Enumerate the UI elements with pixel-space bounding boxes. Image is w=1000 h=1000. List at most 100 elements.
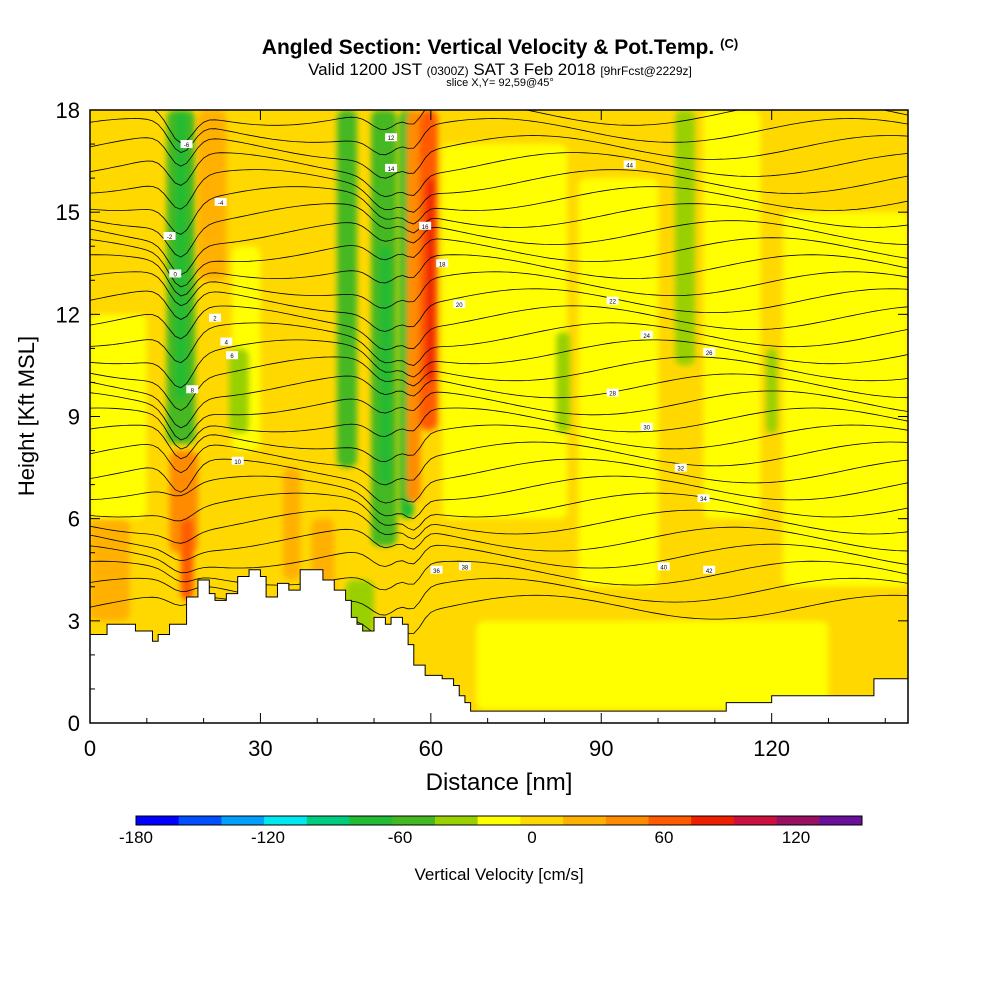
colorbar-tick-label: 120 xyxy=(782,828,810,847)
colorbar-swatch xyxy=(349,816,393,825)
isotherm-line xyxy=(90,475,908,520)
slice-label: slice X,Y= 92,59@45° xyxy=(446,77,554,89)
isotherm-label-bg xyxy=(385,163,398,172)
isotherm-line xyxy=(90,271,908,309)
colorbar-label: Vertical Velocity [cm/s] xyxy=(414,865,583,884)
isotherm-label-bg xyxy=(163,232,176,241)
chart-subtitle: Valid 1200 JST (0300Z) SAT 3 Feb 2018 [9… xyxy=(0,60,1000,80)
y-tick-label: 0 xyxy=(68,711,80,736)
isotherm-label: 2 xyxy=(213,317,217,323)
isotherm-label: -2 xyxy=(167,235,173,241)
colorbar-swatch xyxy=(434,816,479,825)
colorbar: -180 -120 -60 0 60 120 xyxy=(119,815,863,847)
isotherm-label: 22 xyxy=(609,300,616,306)
isotherm-line xyxy=(90,424,908,463)
isotherm-label: 40 xyxy=(660,565,667,571)
velocity-feature xyxy=(337,110,357,468)
colorbar-tick-label: 0 xyxy=(527,828,536,847)
y-axis-label: Height [Kft MSL] xyxy=(14,336,39,496)
isotherm-label-bg xyxy=(208,313,221,322)
colorbar-swatch xyxy=(392,816,436,825)
isotherm-line xyxy=(90,169,908,213)
isotherm-line xyxy=(90,458,908,504)
isotherm-label-bg xyxy=(640,330,653,339)
velocity-feature xyxy=(555,331,571,434)
colorbar-tick-label: -180 xyxy=(119,828,153,847)
isotherm-line xyxy=(90,526,908,562)
chart-title-text: Angled Section: Vertical Velocity & Pot.… xyxy=(261,36,715,59)
isotherm-label: 14 xyxy=(388,167,395,173)
isotherm-line xyxy=(90,373,908,429)
colorbar-swatch xyxy=(178,816,222,825)
isotherm-line xyxy=(90,237,908,288)
y-tick-label: 6 xyxy=(68,507,80,532)
x-tick-label: 0 xyxy=(84,736,96,761)
x-tick-label: 60 xyxy=(419,736,443,761)
isotherm-label-bg xyxy=(226,351,239,360)
y-tick-label: 12 xyxy=(56,302,80,327)
colorbar-swatch xyxy=(563,816,607,825)
y-tick-label: 3 xyxy=(68,609,80,634)
potential-temperature-contours: -6-4-20246810121416182022242628303234363… xyxy=(90,110,908,639)
velocity-feature xyxy=(476,620,829,710)
velocity-feature xyxy=(379,246,392,485)
isotherm-label-bg xyxy=(606,388,619,397)
isotherm-label: 44 xyxy=(626,163,633,169)
colorbar-swatch xyxy=(520,816,564,825)
y-tick-label: 9 xyxy=(68,405,80,430)
x-axis: 0 30 60 90 120 xyxy=(84,110,886,761)
colorbar-swatch xyxy=(136,816,180,825)
isotherm-line xyxy=(90,390,908,441)
x-tick-label: 90 xyxy=(589,736,613,761)
velocity-feature xyxy=(578,178,659,587)
velocity-feature xyxy=(283,467,301,580)
isotherm-label: 8 xyxy=(191,388,195,394)
isotherm-label: 4 xyxy=(225,341,229,347)
velocity-feature xyxy=(703,110,761,519)
colorbar-swatch xyxy=(605,816,649,825)
isotherm-label: 16 xyxy=(422,225,429,231)
x-axis-label: Distance [nm] xyxy=(426,769,573,796)
colorbar-tick-label: -60 xyxy=(388,828,413,847)
isotherm-label: 10 xyxy=(234,460,241,466)
isotherm-line xyxy=(90,135,908,179)
colorbar-swatch xyxy=(733,816,778,825)
isotherm-line xyxy=(90,220,908,276)
isotherm-label-bg xyxy=(419,221,432,230)
isotherm-line xyxy=(90,356,908,411)
isotherm-label-bg xyxy=(180,140,193,149)
isotherm-label: 24 xyxy=(643,334,650,340)
isotherm-label: 34 xyxy=(700,497,707,503)
isotherm-label-bg xyxy=(436,259,449,268)
chart-title: Angled Section: Vertical Velocity & Pot.… xyxy=(0,36,1000,60)
isotherm-line xyxy=(90,339,908,389)
isotherm-label-bg xyxy=(697,494,710,503)
isotherm-label-bg xyxy=(623,160,636,169)
isotherm-label: 18 xyxy=(439,262,446,268)
isotherm-label: 38 xyxy=(462,565,469,571)
isotherm-label: 32 xyxy=(677,467,684,473)
colorbar-swatch xyxy=(477,816,521,825)
x-tick-label: 120 xyxy=(753,736,790,761)
colorbar-frame xyxy=(135,815,863,826)
isotherm-label-bg xyxy=(169,269,182,278)
isotherm-line xyxy=(90,492,908,531)
velocity-feature xyxy=(229,348,250,434)
velocity-feature xyxy=(90,314,147,519)
isotherm-line xyxy=(90,543,908,574)
isotherm-line xyxy=(90,152,908,198)
isotherm-label-bg xyxy=(657,562,670,571)
isotherm-line xyxy=(90,407,908,450)
isotherm-label: 28 xyxy=(609,392,616,398)
isotherm-line xyxy=(90,577,908,616)
colorbar-swatch xyxy=(306,816,351,825)
isotherm-line xyxy=(153,110,908,144)
isotherm-label: 26 xyxy=(706,351,713,357)
isotherm-label-bg xyxy=(606,296,619,305)
x-tick-label: 30 xyxy=(248,736,272,761)
chart-title-tag: (C) xyxy=(720,36,739,51)
velocity-feature xyxy=(90,518,130,621)
velocity-feature xyxy=(442,144,568,519)
